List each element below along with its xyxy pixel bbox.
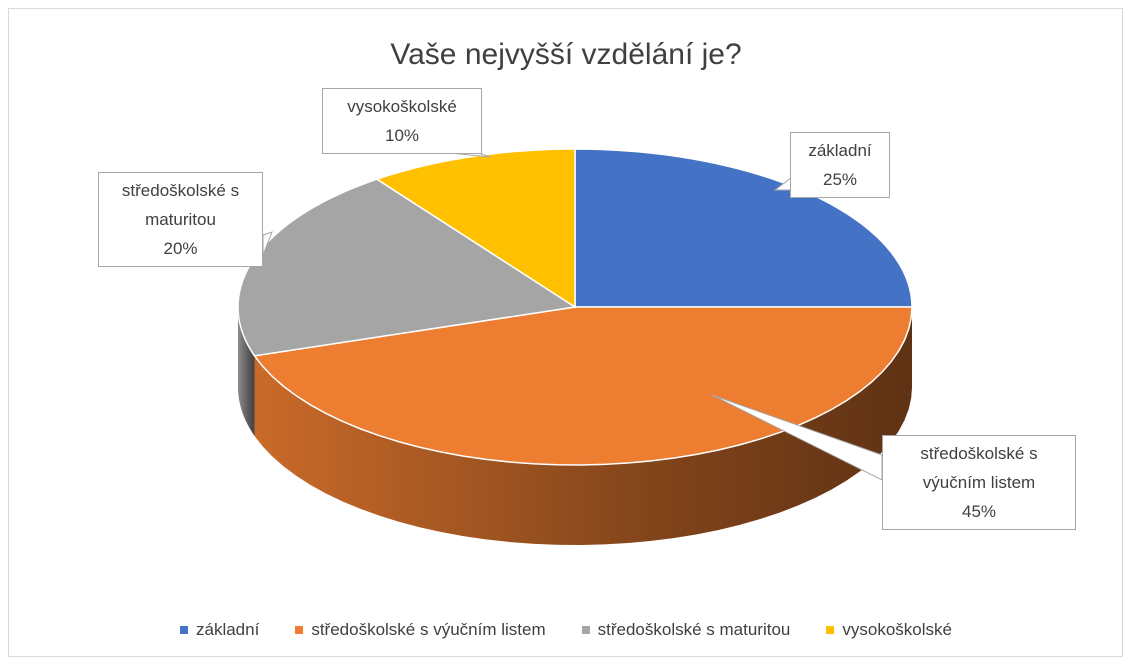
legend-label: středoškolské s výučním listem <box>311 620 546 639</box>
legend-swatch <box>581 626 590 634</box>
legend-swatch <box>180 626 188 634</box>
chart-title: Vaše nejvyšší vzdělání je? <box>390 38 742 71</box>
legend-swatch <box>295 626 304 634</box>
legend-item: středoškolské s výučním listem <box>295 620 546 640</box>
legend-label: vysokoškolské <box>842 620 952 639</box>
legend: základní středoškolské s výučním listem st… <box>0 620 1132 640</box>
legend-swatch <box>826 626 835 634</box>
callout-pointer <box>262 231 273 256</box>
data-label-name: středoškolské s výučním listem <box>920 444 1038 492</box>
chart-frame <box>8 8 1123 657</box>
data-label-name: vysokoškolské <box>347 97 457 116</box>
slice <box>253 306 913 466</box>
data-label-value: 25% <box>822 170 858 189</box>
data-label: středoškolské s maturitou 20% <box>98 172 263 267</box>
slice-side-shade <box>238 307 255 436</box>
data-label: základní 25% <box>790 132 890 198</box>
data-label: vysokoškolské 10% <box>322 88 482 154</box>
slice <box>375 148 576 309</box>
data-label-name: středoškolské s maturitou <box>121 181 240 229</box>
legend-item: vysokoškolské <box>826 620 952 640</box>
data-label-value: 10% <box>384 126 420 145</box>
legend-label: základní <box>196 620 260 639</box>
legend-item: základní <box>180 620 259 640</box>
data-label-value: 20% <box>163 239 198 258</box>
slice-side-shade <box>254 307 912 545</box>
legend-item: středoškolské s maturitou <box>581 620 791 640</box>
data-label: středoškolské s výučním listem 45% <box>882 435 1076 530</box>
data-label-value: 45% <box>961 502 997 521</box>
legend-label: středoškolské s maturitou <box>597 620 791 639</box>
data-label-name: základní <box>808 141 872 160</box>
